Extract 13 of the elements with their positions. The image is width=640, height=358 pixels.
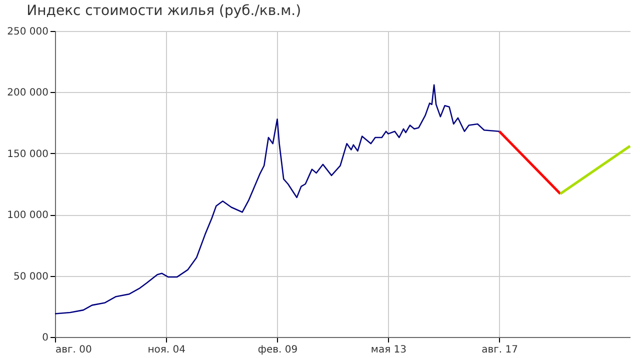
line-series <box>54 84 500 314</box>
chart-title: Индекс стоимости жилья (руб./кв.м.) <box>26 3 302 19</box>
x-tick-label: авг. 00 <box>56 344 92 356</box>
y-tick-label: 250 000 <box>7 26 48 38</box>
x-tick-label: авг. 17 <box>482 344 518 356</box>
x-tick-label: мая 13 <box>370 344 406 356</box>
y-tick-label: 100 000 <box>7 210 48 222</box>
x-tick-label: ноя. 04 <box>148 344 186 356</box>
y-tick-label: 0 <box>42 332 48 344</box>
y-tick-label: 150 000 <box>7 148 48 160</box>
y-tick-label: 200 000 <box>7 88 48 99</box>
y-tick-label: 50 000 <box>14 271 48 282</box>
x-tick-label: фев. 09 <box>258 344 298 356</box>
